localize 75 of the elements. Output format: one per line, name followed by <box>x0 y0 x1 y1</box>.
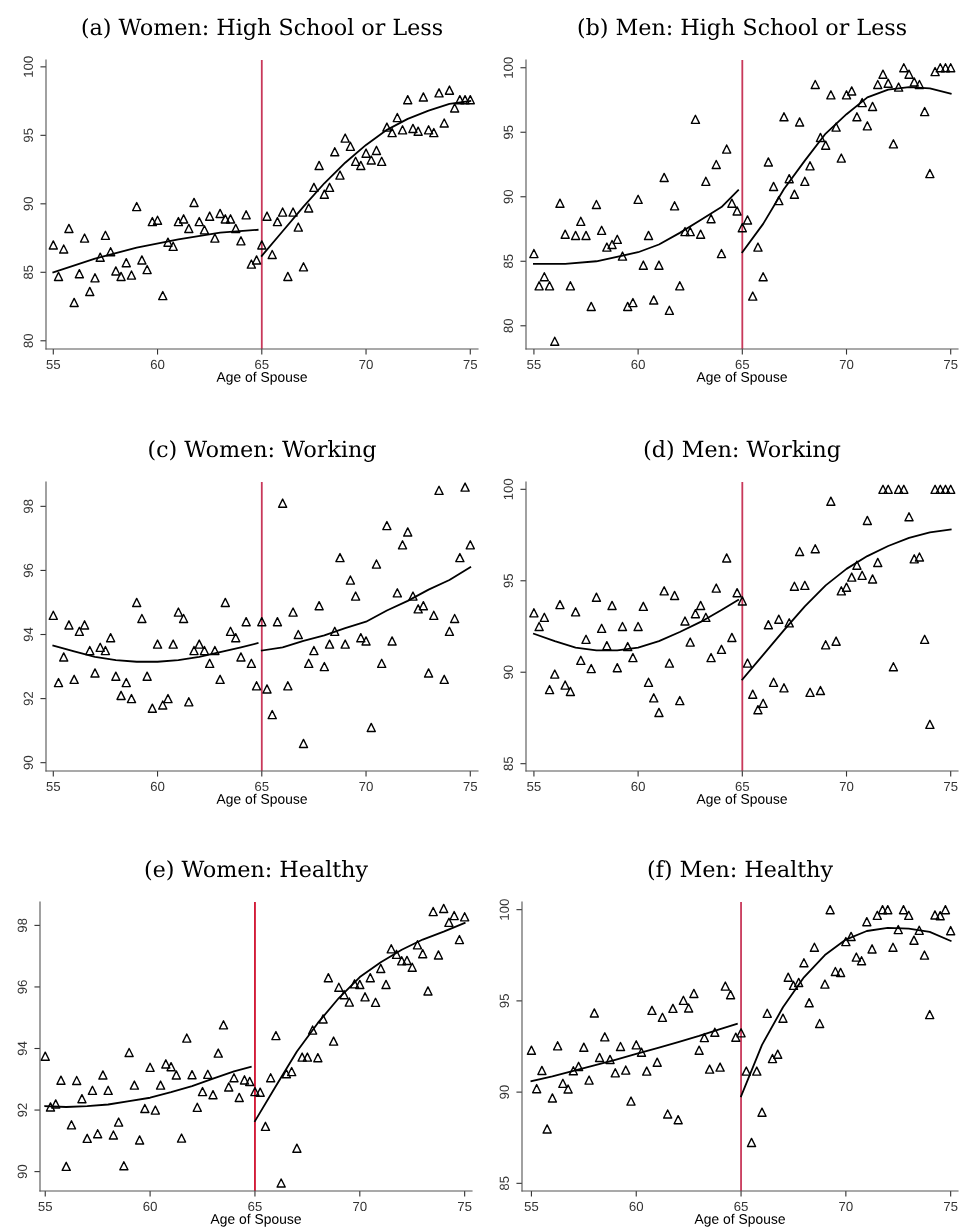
x-tick-label: 65 <box>255 781 269 792</box>
y-tick-label: 90 <box>499 1085 509 1099</box>
x-tick-label: 55 <box>46 359 61 370</box>
y-tick-label: 90 <box>23 196 33 211</box>
x-tick-label: 55 <box>38 1201 53 1212</box>
y-tick-label: 85 <box>503 254 513 269</box>
x-tick-label: 70 <box>359 781 373 792</box>
x-tick-label: 75 <box>463 359 478 370</box>
y-tick-label: 98 <box>23 499 33 514</box>
x-tick-label: 55 <box>524 1201 539 1212</box>
y-tick-label: 90 <box>23 755 33 770</box>
x-tick-label: 60 <box>631 359 645 370</box>
x-tick-label: 70 <box>839 359 854 370</box>
x-tick-label: 65 <box>735 359 750 370</box>
x-tick-label: 60 <box>631 781 645 792</box>
y-tick-label: 80 <box>23 333 33 348</box>
x-tick-label: 70 <box>839 781 854 792</box>
y-tick-label: 94 <box>23 627 33 642</box>
x-axis-title: Age of Spouse <box>694 1213 785 1227</box>
chart-title: (a) Women: High School or Less <box>82 18 442 40</box>
x-tick-label: 75 <box>944 1201 958 1212</box>
x-tick-label: 60 <box>150 781 165 792</box>
chart-title: (d) Men: Working <box>644 440 841 462</box>
x-axis-title: Age of Spouse <box>696 793 787 807</box>
y-tick-label: 96 <box>17 980 27 994</box>
line-series <box>260 566 472 652</box>
y-tick-label: 100 <box>23 56 33 77</box>
x-tick-label: 75 <box>463 781 478 792</box>
chart-title: (f) Men: Healthy <box>648 860 833 882</box>
chart-title: (c) Women: Working <box>149 440 376 462</box>
line-series <box>52 642 259 663</box>
y-tick-label: 95 <box>499 994 509 1008</box>
x-tick-label: 75 <box>944 359 958 370</box>
x-tick-label: 60 <box>143 1201 157 1212</box>
y-tick-label: 90 <box>503 665 513 679</box>
line-series <box>740 927 952 1098</box>
x-tick-label: 55 <box>527 359 541 370</box>
x-tick-label: 70 <box>359 359 373 370</box>
y-tick-label: 85 <box>503 756 513 771</box>
y-tick-label: 98 <box>17 918 27 933</box>
line-series <box>741 528 952 681</box>
y-tick-label: 90 <box>503 189 513 204</box>
chart-title: (e) Women: Healthy <box>145 860 368 882</box>
y-tick-label: 95 <box>503 573 513 588</box>
y-tick-label: 85 <box>23 265 33 280</box>
y-tick-label: 94 <box>17 1041 27 1056</box>
y-tick-label: 100 <box>503 478 513 500</box>
y-tick-label: 92 <box>23 691 33 706</box>
y-tick-label: 95 <box>23 128 33 143</box>
line-series <box>533 189 740 265</box>
y-tick-label: 90 <box>17 1164 27 1179</box>
x-tick-label: 55 <box>46 781 61 792</box>
x-tick-label: 60 <box>629 1201 644 1212</box>
x-axis-title: Age of Spouse <box>696 371 787 385</box>
x-tick-label: 65 <box>734 1201 748 1212</box>
x-tick-label: 60 <box>150 359 165 370</box>
y-tick-label: 100 <box>503 57 513 78</box>
x-tick-label: 55 <box>527 781 541 792</box>
x-tick-label: 75 <box>944 781 958 792</box>
x-tick-label: 65 <box>248 1201 262 1212</box>
x-tick-label: 75 <box>458 1201 472 1212</box>
y-tick-label: 96 <box>23 563 33 578</box>
x-axis-title: Age of Spouse <box>210 1213 301 1227</box>
y-tick-label: 95 <box>503 125 513 139</box>
y-tick-label: 80 <box>503 318 513 333</box>
x-tick-label: 70 <box>353 1201 367 1212</box>
x-axis-title: Age of Spouse <box>216 371 307 385</box>
y-tick-label: 100 <box>499 899 509 920</box>
x-tick-label: 65 <box>735 781 750 792</box>
x-tick-label: 65 <box>255 359 269 370</box>
x-tick-label: 70 <box>839 1201 853 1212</box>
chart-title: (b) Men: High School or Less <box>578 18 906 40</box>
y-tick-label: 92 <box>17 1103 27 1117</box>
y-tick-label: 85 <box>499 1176 509 1191</box>
x-axis-title: Age of Spouse <box>216 793 307 807</box>
